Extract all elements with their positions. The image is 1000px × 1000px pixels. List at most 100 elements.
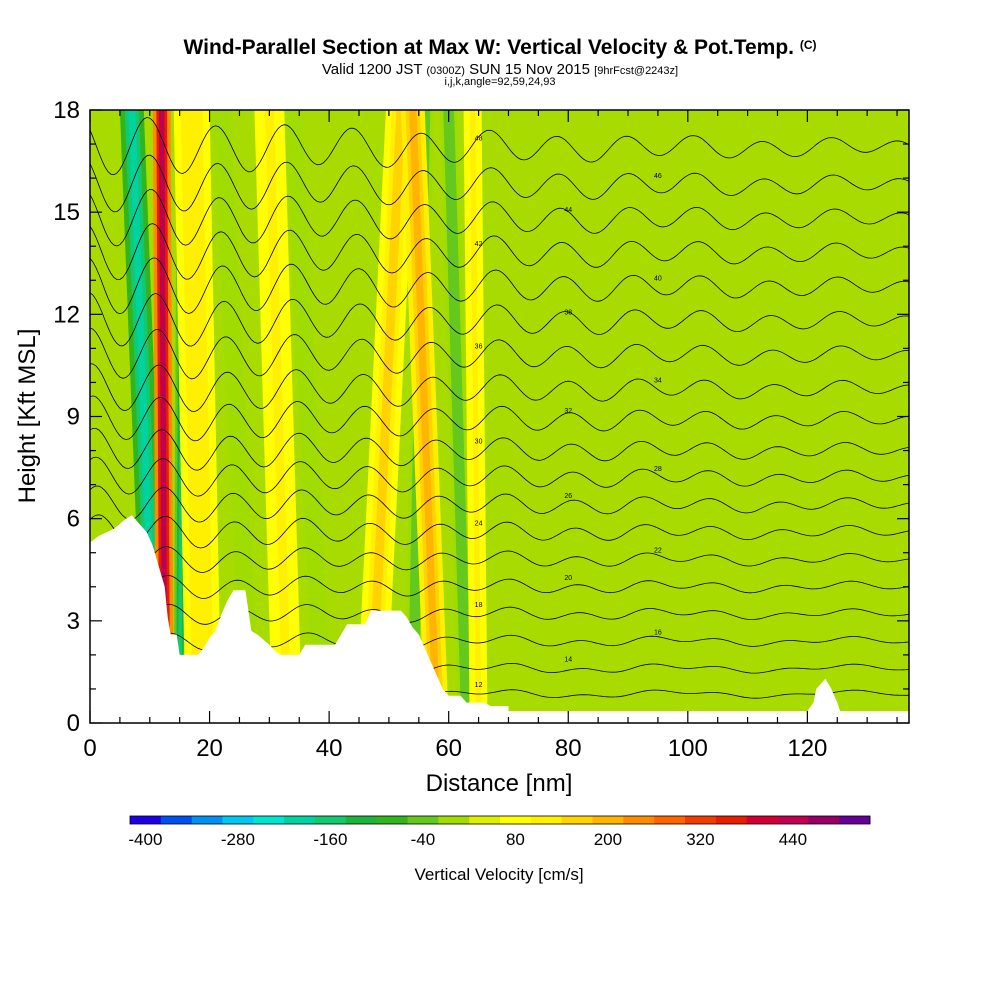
isotherm-label-20: 20 — [564, 575, 572, 582]
x-axis-label: Distance [nm] — [426, 770, 573, 797]
isotherm-36 — [90, 327, 909, 380]
isotherm-24 — [90, 514, 909, 549]
y-tick-label: 6 — [67, 506, 80, 533]
colorbar-tick-label: 200 — [594, 830, 622, 849]
isotherm-22 — [90, 544, 909, 573]
colorbar-swatch — [685, 816, 717, 824]
y-axis-label: Height [Kft MSL] — [14, 329, 41, 504]
colorbar-swatch — [253, 816, 285, 824]
colorbar-swatch — [407, 816, 439, 824]
isotherm-label-14: 14 — [564, 657, 572, 664]
isotherm-label-24: 24 — [475, 520, 483, 527]
x-tick-label: 80 — [555, 735, 582, 762]
colorbar-swatch — [222, 816, 254, 824]
valid-utc: (0300Z) — [426, 65, 465, 77]
colorbar-tick-label: -40 — [411, 830, 436, 849]
isotherm-label-26: 26 — [564, 493, 572, 500]
colorbar-swatch — [284, 816, 316, 824]
isotherm-46 — [90, 154, 909, 213]
colorbar-tick-label: -400 — [128, 830, 162, 849]
isotherm-label-12: 12 — [475, 682, 483, 689]
colorbar-tick-label: -160 — [313, 830, 347, 849]
isotherm-label-36: 36 — [475, 343, 483, 350]
colorbar-swatch — [130, 816, 162, 824]
isotherm-30 — [90, 428, 909, 471]
isotherm-label-16: 16 — [654, 629, 662, 636]
colorbar-swatch — [808, 816, 840, 824]
colorbar-swatch — [345, 816, 377, 824]
colorbar: -400 -280 -160 -40 80 200 320 440 — [128, 815, 871, 849]
x-tick-label: 120 — [787, 735, 827, 762]
copyright-mark: (C) — [799, 38, 817, 52]
colorbar-frame — [129, 815, 871, 825]
colorbar-swatch — [592, 816, 624, 824]
velocity-band-11-2 — [469, 110, 482, 723]
isotherm-42 — [90, 223, 909, 281]
colorbar-label: Vertical Velocity [cm/s] — [414, 865, 583, 884]
x-tick-label: 100 — [668, 735, 708, 762]
terrain-mask — [90, 515, 909, 723]
isotherm-38 — [90, 292, 909, 347]
velocity-band-9-2 — [409, 110, 441, 723]
colorbar-swatch — [777, 816, 809, 824]
isotherm-label-48: 48 — [475, 136, 483, 143]
colorbar-swatch — [561, 816, 593, 824]
colorbar-swatch — [530, 816, 562, 824]
colorbar-swatch — [376, 816, 408, 824]
colorbar-tick-label: 440 — [779, 830, 807, 849]
colorbar-swatch — [623, 816, 655, 824]
colorbar-swatch — [160, 816, 192, 824]
isotherm-26 — [90, 485, 909, 523]
valid-date: SUN 15 Nov 2015 — [469, 61, 590, 78]
isotherm-28 — [90, 456, 909, 497]
velocity-band-6-2 — [290, 110, 326, 723]
colorbar-swatch — [438, 816, 470, 824]
x-tick-label: 60 — [435, 735, 462, 762]
x-axis: 0 20 40 60 80 100 120 — [83, 110, 898, 762]
valid-time-line: Valid 1200 JST (0300Z) SUN 15 Nov 2015 [… — [0, 61, 1000, 78]
colorbar-swatch — [746, 816, 778, 824]
chart-title-text: Wind-Parallel Section at Max W: Vertical… — [183, 36, 794, 59]
isotherm-34 — [90, 363, 909, 413]
colorbar-tick-label: 320 — [686, 830, 714, 849]
velocity-band-7-2 — [366, 110, 406, 723]
colorbar-swatch — [500, 816, 532, 824]
isotherm-label-30: 30 — [475, 439, 483, 446]
isotherm-32 — [90, 395, 909, 442]
y-tick-label: 0 — [67, 710, 80, 737]
y-tick-label: 9 — [67, 404, 80, 431]
colorbar-swatch — [839, 816, 871, 824]
isotherm-label-42: 42 — [475, 241, 483, 248]
velocity-band-4-2 — [218, 110, 255, 723]
valid-prefix: Valid 1200 JST — [321, 61, 423, 78]
colorbar-swatch — [715, 816, 747, 824]
isotherm-20 — [90, 573, 909, 599]
isotherm-label-28: 28 — [654, 466, 662, 473]
plot-area: 12 14 16 18 20 22 24 26 28 30 32 34 36 38 40 42 44 46 48 — [90, 110, 909, 723]
isotherm-label-32: 32 — [564, 408, 572, 415]
y-tick-label: 12 — [53, 301, 80, 328]
velocity-band-3-2 — [186, 110, 209, 723]
y-tick-label: 3 — [67, 608, 80, 635]
chart-title: Wind-Parallel Section at Max W: Vertical… — [0, 36, 1000, 60]
x-tick-label: 40 — [316, 735, 343, 762]
isotherm-label-40: 40 — [654, 275, 662, 282]
velocity-band-5-2 — [264, 110, 292, 723]
colorbar-swatch — [654, 816, 686, 824]
forecast-info: [9hrFcst@2243z] — [594, 65, 679, 77]
colorbar-swatch — [315, 816, 347, 824]
isotherm-label-18: 18 — [475, 602, 483, 609]
isotherm-label-38: 38 — [564, 309, 572, 316]
velocity-band-10-2 — [446, 110, 470, 723]
colorbar-swatch — [191, 816, 223, 824]
isotherm-label-46: 46 — [654, 173, 662, 180]
y-tick-label: 15 — [53, 199, 80, 226]
y-tick-label: 18 — [53, 97, 80, 124]
colorbar-swatch — [469, 816, 501, 824]
isotherm-label-34: 34 — [654, 377, 662, 384]
grid-indices: i,j,k,angle=92,59,24,93 — [444, 76, 556, 88]
isotherm-48 — [90, 117, 909, 176]
isotherm-40 — [90, 257, 909, 315]
colorbar-tick-label: -280 — [221, 830, 255, 849]
